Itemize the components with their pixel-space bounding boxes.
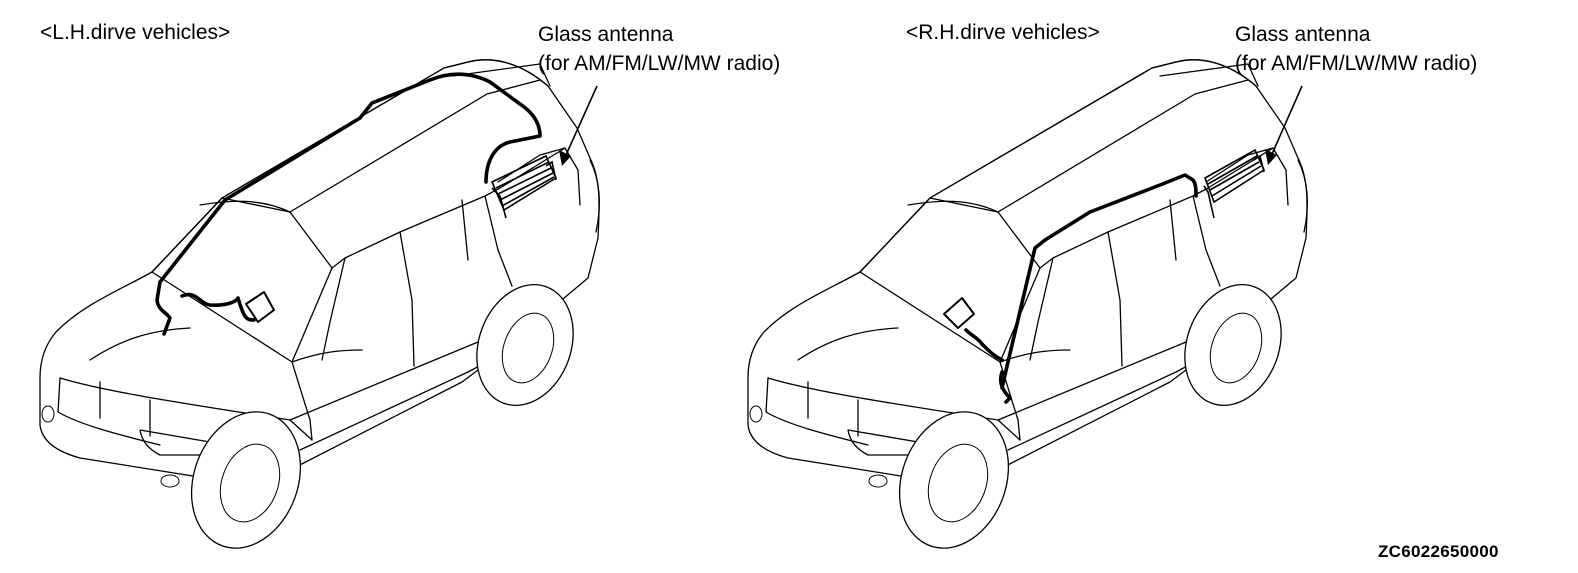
rh-vehicle xyxy=(747,59,1309,565)
lh-glass-antenna-label: Glass antenna xyxy=(538,23,674,46)
rh-glass-antenna-label: Glass antenna xyxy=(1235,23,1371,46)
lh-dash-harness xyxy=(180,292,256,322)
lh-harness-branch xyxy=(155,280,172,336)
rh-callout-leader xyxy=(1271,85,1303,155)
rh-drive-title: <R.H.dirve vehicles> xyxy=(906,21,1100,44)
lh-drive-title: <L.H.dirve vehicles> xyxy=(40,21,231,44)
lh-amplifier xyxy=(245,291,275,323)
rh-amplifier xyxy=(943,297,975,329)
rh-harness-branch xyxy=(998,370,1012,404)
lh-vehicle xyxy=(39,59,601,565)
lh-callout-arrowhead xyxy=(559,150,571,166)
rh-dash-harness xyxy=(964,328,1004,362)
figure-code: ZC6022650000 xyxy=(1378,542,1499,561)
rh-callout-arrowhead xyxy=(1265,149,1277,165)
lh-antenna-harness xyxy=(158,72,542,284)
rh-antenna-harness xyxy=(1000,173,1198,390)
lh-callout-leader xyxy=(565,85,598,156)
lh-glass-antenna-sublabel: (for AM/FM/LW/MW radio) xyxy=(538,52,781,75)
rh-glass-antenna-sublabel: (for AM/FM/LW/MW radio) xyxy=(1235,52,1478,75)
rh-glass-antenna xyxy=(1203,148,1266,219)
lh-glass-antenna xyxy=(490,154,558,219)
